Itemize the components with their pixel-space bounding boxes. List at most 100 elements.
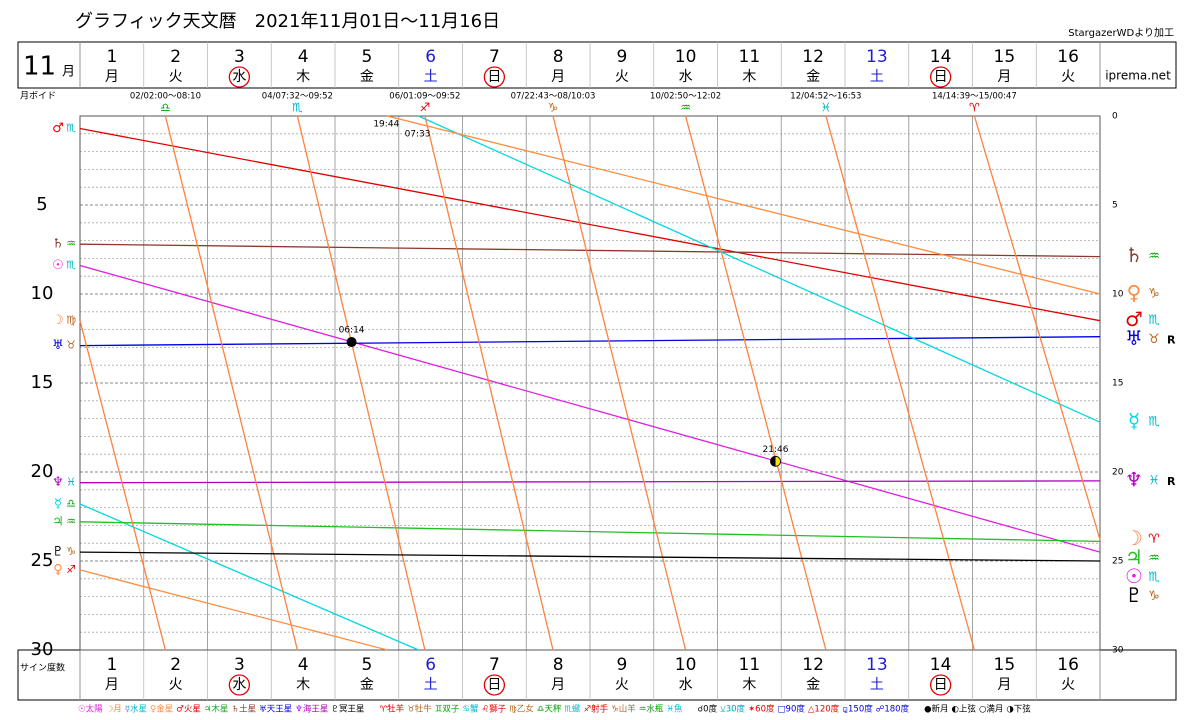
day-label: 8 [553, 655, 564, 675]
void-ingress-sign: ♑ [548, 101, 559, 115]
right-planet-symbol: ♆ [1125, 467, 1143, 491]
day-label: 3 [234, 47, 245, 67]
phase-time: 21:46 [763, 445, 789, 455]
day-label: 7 [489, 655, 500, 675]
weekday-label: 日 [487, 69, 501, 85]
day-label: 16 [1057, 655, 1079, 675]
right-planet-symbol: ♂ [1125, 307, 1143, 331]
weekday-label: 土 [870, 69, 884, 85]
legend-item: ♋蟹 [462, 704, 479, 715]
weekday-label: 火 [615, 677, 629, 693]
weekday-label: 日 [934, 69, 948, 85]
left-planet-symbol: ☽ [52, 313, 64, 328]
left-sign-symbol: ♏ [66, 121, 76, 134]
month-unit: 月 [62, 65, 75, 80]
planet-line [79, 243, 1101, 258]
void-ingress-sign: ♏ [292, 101, 303, 115]
legend-item: ✶60度 [748, 704, 775, 715]
weekday-label: 火 [615, 69, 629, 85]
legend-item: ♀金星 [150, 704, 173, 715]
weekday-label: 日 [487, 677, 501, 693]
holiday-circle [483, 66, 506, 88]
y-tick-label-left: 30 [31, 639, 54, 660]
left-sign-symbol: ♒ [66, 237, 76, 250]
left-planet-symbol: ☉ [52, 258, 64, 273]
holiday-circle [228, 66, 251, 88]
legend-item: ♅天王星 [259, 705, 292, 715]
left-sign-symbol: ♑ [66, 545, 76, 558]
right-planet-symbol: ♇ [1125, 583, 1143, 607]
weekday-label: 金 [806, 677, 820, 693]
legend-item: ♏蠍 [564, 704, 581, 715]
legend-item: ○満月 [979, 705, 1003, 715]
day-label: 8 [553, 47, 564, 67]
weekday-label: 土 [424, 69, 438, 85]
holiday-circle [929, 66, 952, 88]
right-sign-symbol: ♉ [1148, 332, 1160, 347]
void-period: 04/07:32～09:52 [262, 92, 333, 102]
weekday-label: 火 [1061, 69, 1075, 85]
y-tick-label-right: 0 [1112, 112, 1118, 122]
legend-item: ♆海王星 [295, 704, 328, 715]
void-period: 12/04:52～16:53 [790, 92, 861, 102]
weekday-label: 火 [169, 677, 183, 693]
left-sign-symbol: ♏ [66, 259, 76, 272]
chart-title: グラフィック天文暦 2021年11月01日～11月16日 [75, 11, 500, 32]
weekday-label: 金 [806, 69, 820, 85]
holiday-circle [929, 674, 952, 696]
left-sign-symbol: ♒ [66, 515, 76, 528]
void-period: 06/01:09～09:52 [389, 92, 460, 102]
holiday-circle [228, 674, 251, 696]
weekday-label: 土 [870, 677, 884, 693]
planet-line [79, 336, 1101, 347]
lines [79, 115, 1101, 651]
legend-item: ☿水星 [125, 704, 147, 715]
void-ingress-sign: ♎ [160, 101, 171, 115]
day-label: 12 [802, 47, 824, 67]
labels: 1 月 1 月 2 火 2 火 3 水 3 水 4 木 4 木 5 金 5 金 6 土 6 土 7 日 7 日 8 月 8 月 9 火 9 火 10 水 1… [52, 47, 1176, 715]
y-tick-label-right: 5 [1112, 201, 1118, 211]
planet-line [79, 264, 1101, 553]
weekday-label: 水 [679, 69, 693, 85]
weekday-label: 日 [934, 677, 948, 693]
legend-item: ♇冥王星 [331, 705, 364, 715]
right-planet-symbol: ♄ [1125, 243, 1143, 267]
retrograde-flag: R [1167, 475, 1176, 488]
y-tick-label-left: 5 [36, 194, 47, 215]
day-label: 1 [106, 655, 117, 675]
right-sign-symbol: ♏ [1148, 415, 1160, 430]
weekday-label: 火 [169, 69, 183, 85]
weekday-label: 火 [1061, 677, 1075, 693]
left-sign-symbol: ♉ [66, 339, 76, 352]
weekday-label: 月 [105, 677, 119, 693]
day-label: 9 [616, 47, 627, 67]
void-label: 月ボイド [20, 91, 56, 102]
planet-line [79, 521, 1101, 543]
y-tick-label-right: 30 [1112, 646, 1124, 656]
void-ingress-sign: ♐ [420, 101, 431, 115]
weekday-label: 木 [296, 69, 310, 85]
left-sign-symbol: ♎ [66, 497, 76, 510]
day-label: 5 [361, 655, 372, 675]
weekday-label: 木 [296, 677, 310, 693]
day-label: 11 [739, 47, 761, 67]
weekday-label: 月 [997, 69, 1011, 85]
legend-item: ♍乙女 [509, 704, 534, 715]
right-sign-symbol: ♒ [1148, 551, 1160, 566]
legend-item: ♄土星 [231, 704, 256, 715]
right-planet-symbol: ♀ [1127, 281, 1142, 305]
legend-item: ♒水瓶 [639, 704, 664, 715]
right-planet-symbol: ♅ [1125, 326, 1143, 350]
y-tick-label-right: 20 [1112, 468, 1124, 478]
right-sign-symbol: ♏ [1148, 570, 1160, 585]
legend-item: ♌獅子 [481, 704, 506, 715]
day-label: 10 [675, 47, 697, 67]
right-sign-symbol: ♓ [1148, 473, 1160, 488]
legend-item: ◐上弦 [952, 704, 977, 715]
left-planet-symbol: ♅ [52, 338, 64, 353]
right-planet-symbol: ☿ [1128, 409, 1140, 433]
left-planet-symbol: ♀ [53, 562, 63, 577]
day-label: 10 [675, 655, 697, 675]
